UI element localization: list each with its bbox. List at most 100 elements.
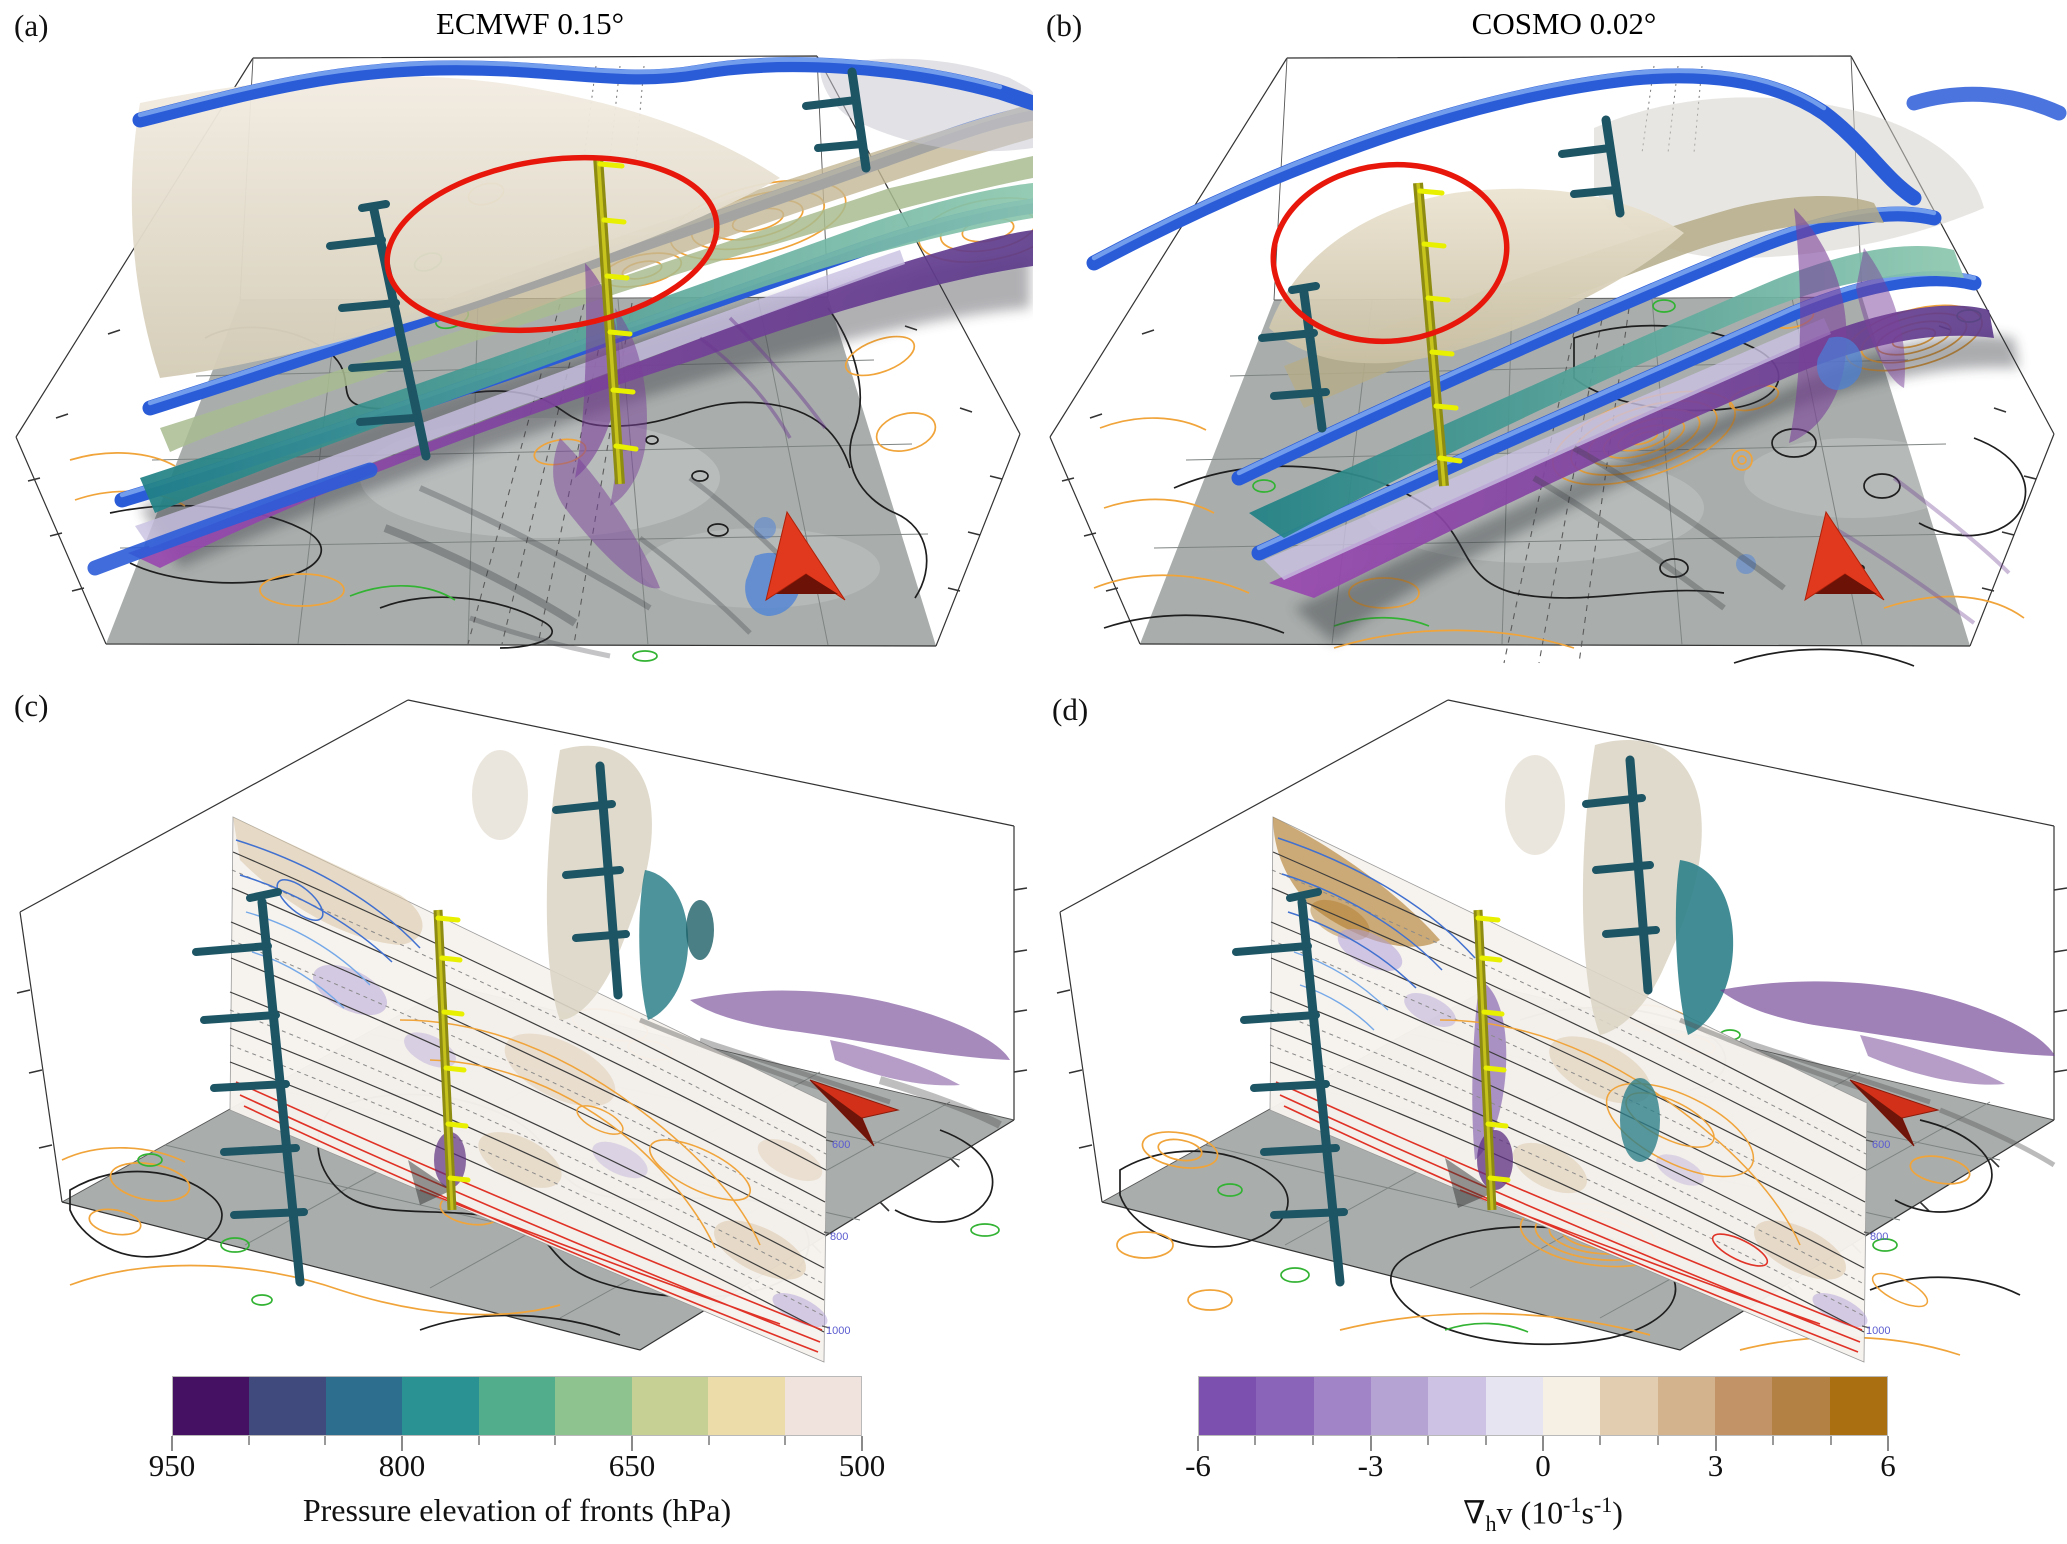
colorbar-tick-label: 650 xyxy=(608,1448,656,1483)
colorbar-segment xyxy=(402,1377,479,1435)
colorbar-segment xyxy=(173,1377,250,1435)
colorbar-segment xyxy=(1829,1377,1887,1435)
panel-a-scene xyxy=(0,8,1033,680)
colorbar-caption-part: h xyxy=(1485,1511,1497,1537)
front-surface xyxy=(87,57,1033,576)
colorbar-segment xyxy=(478,1377,556,1435)
colorbar-segment xyxy=(1199,1377,1257,1435)
north-arrow-icon xyxy=(1849,1079,1940,1147)
colorbar-segment xyxy=(325,1377,403,1435)
teal-barb-pole-top xyxy=(1582,755,1660,995)
colorbar-caption-part: Pressure elevation of fronts (hPa) xyxy=(302,1492,732,1528)
panel-a-3d-view xyxy=(15,55,1033,662)
colorbar-major-tick xyxy=(1542,1436,1544,1451)
colorbar-minor-tick xyxy=(1599,1436,1602,1445)
colorbar-major-tick xyxy=(861,1436,863,1451)
pressure-label-1000: 1000 xyxy=(826,1325,850,1337)
colorbar-minor-tick xyxy=(1426,1436,1429,1445)
colorbar-tick-label: 6 xyxy=(1880,1448,1896,1483)
colorbar-minor-tick xyxy=(707,1436,710,1445)
pressure-label-800: 800 xyxy=(1870,1231,1888,1243)
colorbar-major-tick xyxy=(1369,1436,1372,1451)
ground-contours-green xyxy=(1217,1029,1898,1333)
front-surface xyxy=(1086,68,2067,598)
colorbar-segment xyxy=(1657,1377,1715,1435)
panel-a-label: (a) xyxy=(14,8,49,43)
colorbar-segment xyxy=(784,1377,861,1435)
red-ellipse-annotation xyxy=(1270,161,1510,345)
colorbar-minor-tick xyxy=(247,1436,250,1445)
colorbar-major-tick xyxy=(1887,1436,1889,1451)
teal-barb-pole-top xyxy=(1558,115,1625,218)
panel-c-3d-view: 600 800 1000 xyxy=(16,699,1028,1363)
teal-barb-pole-top xyxy=(552,761,630,1000)
colorbar-minor-tick xyxy=(1312,1436,1315,1445)
colorbar-minor-tick xyxy=(1484,1436,1487,1445)
teal-ladder-pole xyxy=(192,888,308,1287)
north-arrow-icon xyxy=(1804,510,1885,602)
pressure-label-600: 600 xyxy=(832,1139,850,1151)
front-shadow xyxy=(1294,334,2019,643)
divergence-colorbar-ticks xyxy=(1197,1436,1889,1452)
panel-d-3d-view: 600 800 1000 xyxy=(1056,699,2067,1363)
north-arrow-icon xyxy=(765,510,846,602)
panel-d-scene: 600 800 1000 xyxy=(1040,690,2067,1390)
panel-a-title: ECMWF 0.15° xyxy=(435,6,625,41)
panel-d-label: (d) xyxy=(1052,692,1089,727)
panel-c-label: (c) xyxy=(14,688,49,723)
colorbar-segment xyxy=(555,1377,632,1435)
pressure-colorbar-gradient xyxy=(172,1376,862,1436)
colorbar-segment xyxy=(1542,1377,1601,1435)
yellow-pole xyxy=(433,909,471,1211)
vorticity-filaments xyxy=(383,263,827,659)
colorbar-minor-tick xyxy=(1771,1436,1774,1445)
colorbar-tick-label: 3 xyxy=(1707,1448,1724,1483)
teal-barb-pole-left xyxy=(326,200,431,461)
colorbar-segment xyxy=(1370,1377,1429,1435)
divergence-colorbar: -6 -3 0 3 6 ∇hv (10-1s-1) xyxy=(1185,1376,1896,1544)
vorticity-filaments xyxy=(1532,208,2011,625)
colorbar-caption-part: -1 xyxy=(1563,1492,1582,1517)
colorbar-segment xyxy=(1485,1377,1543,1435)
cross-section-plane: 600 800 1000 xyxy=(229,816,850,1363)
panel-b-scene xyxy=(1034,8,2067,680)
colorbar-caption-part: s xyxy=(1581,1494,1594,1531)
pressure-label-800: 800 xyxy=(830,1231,848,1243)
colorbar-caption-part: ) xyxy=(1612,1494,1623,1531)
colorbar-segment xyxy=(1772,1377,1830,1435)
pressure-label-1000: 1000 xyxy=(1866,1325,1890,1337)
yellow-pole xyxy=(1413,182,1463,487)
colorbar-minor-tick xyxy=(554,1436,557,1445)
teal-ladder-pole xyxy=(1232,888,1348,1287)
divergence-colorbar-gradient xyxy=(1198,1376,1888,1436)
colorbar-major-tick xyxy=(631,1436,634,1451)
pressure-colorbar-ticks xyxy=(171,1436,863,1452)
colorbar-minor-tick xyxy=(324,1436,327,1445)
colorbar-segment xyxy=(1714,1377,1773,1435)
colorbar-minor-tick xyxy=(477,1436,480,1445)
panel-b-3d-view xyxy=(1049,55,2067,667)
panel-b-title: COSMO 0.02° xyxy=(1471,6,1657,41)
colorbar-minor-tick xyxy=(1829,1436,1832,1445)
wireframe-box xyxy=(15,55,1021,647)
colorbar-segment xyxy=(1600,1377,1658,1435)
north-arrow-icon xyxy=(809,1079,900,1147)
colorbar-tick-label: 950 xyxy=(148,1448,196,1483)
teal-barb-pole-top xyxy=(802,67,871,173)
red-ellipse-annotation xyxy=(384,154,720,334)
colorbar-major-tick xyxy=(171,1436,173,1451)
divergence-colorbar-tick-labels: -6 -3 0 3 6 xyxy=(1185,1448,1896,1486)
colorbar-segment xyxy=(1313,1377,1371,1435)
colorbar-caption-part: v (10 xyxy=(1496,1494,1564,1531)
colorbar-caption-part: ∇ xyxy=(1463,1494,1486,1531)
colorbar-tick-label: -3 xyxy=(1357,1448,1384,1483)
colorbar-minor-tick xyxy=(1657,1436,1660,1445)
colorbar-major-tick xyxy=(400,1436,403,1451)
colorbar-major-tick xyxy=(1197,1436,1199,1451)
colorbar-segment xyxy=(1428,1377,1486,1435)
colorbar-tick-label: 800 xyxy=(378,1448,426,1483)
colorbar-segment xyxy=(249,1377,326,1435)
colorbar-caption-part: -1 xyxy=(1593,1492,1613,1517)
cross-section-plane: 600 800 1000 xyxy=(1269,816,1929,1363)
